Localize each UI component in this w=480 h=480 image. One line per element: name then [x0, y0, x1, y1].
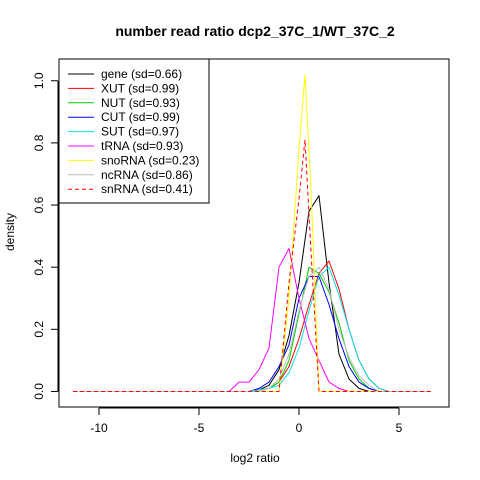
- legend-label: snoRNA (sd=0.23): [101, 153, 199, 167]
- legend-label: gene (sd=0.66): [101, 67, 182, 81]
- series-line: [73, 139, 431, 392]
- series-line: [73, 266, 431, 392]
- x-tick-label: -10: [90, 421, 108, 435]
- series-line: [73, 276, 431, 392]
- y-axis-label: density: [3, 213, 17, 251]
- x-axis-label: log2 ratio: [230, 451, 280, 465]
- series-line: [73, 195, 431, 392]
- y-tick-label: 1.0: [32, 72, 46, 89]
- x-axis: -10 -5 0 5: [90, 407, 403, 435]
- chart-title: number read ratio dcp2_37C_1/WT_37C_2: [115, 23, 395, 39]
- legend-label: XUT (sd=0.99): [101, 81, 179, 95]
- legend-label: CUT (sd=0.99): [101, 110, 180, 124]
- legend-label: SUT (sd=0.97): [101, 125, 179, 139]
- series-line: [73, 260, 431, 392]
- legend: gene (sd=0.66)XUT (sd=0.99)NUT (sd=0.93)…: [58, 58, 210, 204]
- y-tick-label: 0.2: [32, 321, 46, 338]
- series-lines: [73, 74, 431, 392]
- legend-label: ncRNA (sd=0.86): [101, 168, 193, 182]
- series-line: [73, 266, 431, 392]
- x-tick-label: 0: [296, 421, 303, 435]
- y-tick-label: 0.8: [32, 134, 46, 151]
- series-line: [73, 266, 431, 392]
- legend-items: gene (sd=0.66)XUT (sd=0.99)NUT (sd=0.93)…: [68, 67, 199, 196]
- series-line: [73, 248, 431, 392]
- legend-label: NUT (sd=0.93): [101, 96, 180, 110]
- plot-frame: [58, 58, 450, 408]
- y-tick-label: 0.4: [32, 259, 46, 276]
- x-tick-label: 5: [396, 421, 403, 435]
- y-tick-label: 0.6: [32, 196, 46, 213]
- legend-box: [58, 58, 210, 204]
- x-tick-label: -5: [194, 421, 205, 435]
- y-axis: 0.0 0.2 0.4 0.6 0.8 1.0: [32, 72, 59, 400]
- legend-label: snRNA (sd=0.41): [101, 182, 193, 196]
- y-tick-label: 0.0: [32, 383, 46, 400]
- legend-label: tRNA (sd=0.93): [101, 139, 183, 153]
